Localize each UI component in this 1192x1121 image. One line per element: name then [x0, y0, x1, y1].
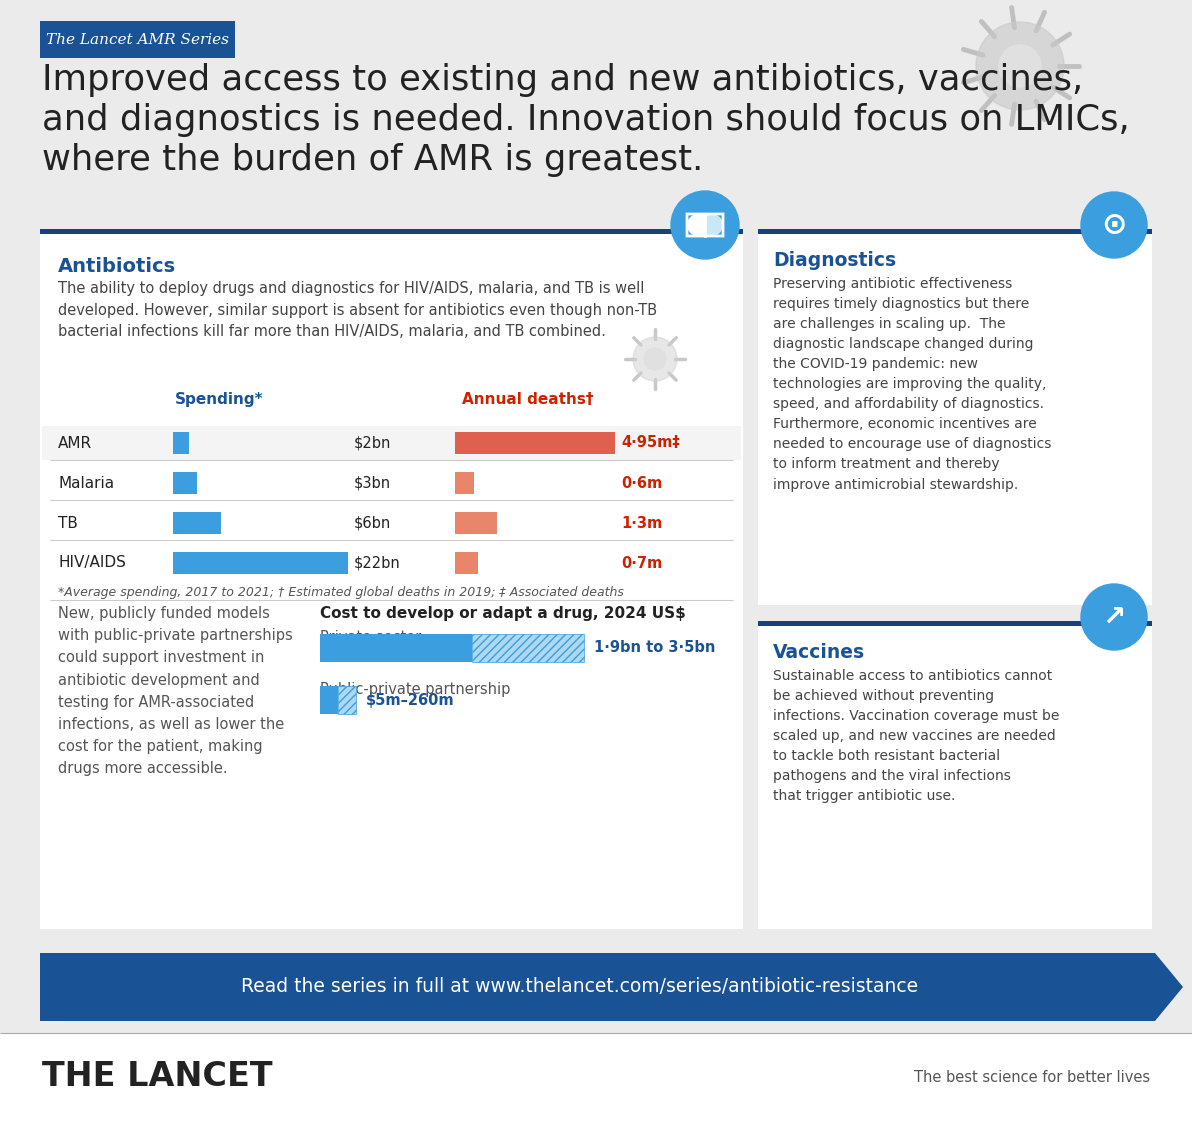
Bar	[41, 229, 743, 929]
Bar	[758, 621, 1151, 929]
Wedge shape	[712, 214, 724, 237]
Text: $3bn: $3bn	[354, 475, 391, 491]
Text: Read the series in full at www.thelancet.com/series/antibiotic-resistance: Read the series in full at www.thelancet…	[242, 978, 919, 997]
Circle shape	[976, 22, 1064, 110]
Text: 4·95m‡: 4·95m‡	[621, 435, 679, 451]
Text: $22bn: $22bn	[354, 556, 401, 571]
Bar	[758, 229, 1151, 605]
Text: Malaria: Malaria	[58, 475, 114, 491]
Text: 0·7m: 0·7m	[621, 556, 663, 571]
Text: 1·3m: 1·3m	[621, 516, 663, 530]
Text: HIV/AIDS: HIV/AIDS	[58, 556, 126, 571]
Bar	[455, 552, 478, 574]
Bar	[42, 426, 741, 460]
Polygon shape	[1155, 953, 1182, 1021]
Bar	[41, 229, 743, 234]
Text: Improved access to existing and new antibiotics, vaccines,: Improved access to existing and new anti…	[42, 63, 1084, 98]
Circle shape	[999, 45, 1041, 87]
Text: ↗: ↗	[1103, 603, 1125, 631]
Text: Antibiotics: Antibiotics	[58, 257, 176, 276]
Text: Public-private partnership: Public-private partnership	[319, 682, 510, 697]
Bar	[758, 621, 1151, 626]
Bar	[319, 686, 339, 714]
Text: and diagnostics is needed. Innovation should focus on LMICs,: and diagnostics is needed. Innovation sh…	[42, 103, 1130, 137]
Text: THE LANCET: THE LANCET	[42, 1060, 273, 1093]
Text: AMR: AMR	[58, 435, 92, 451]
Text: $5m–260m: $5m–260m	[366, 693, 454, 707]
Circle shape	[1081, 192, 1147, 258]
Text: New, publicly funded models
with public-private partnerships
could support inves: New, publicly funded models with public-…	[58, 606, 293, 777]
Text: *Average spending, 2017 to 2021; † Estimated global deaths in 2019; ‡ Associated: *Average spending, 2017 to 2021; † Estim…	[58, 586, 623, 599]
Text: where the burden of AMR is greatest.: where the burden of AMR is greatest.	[42, 143, 703, 177]
Bar	[41, 953, 1155, 1021]
Bar	[339, 686, 356, 714]
Text: Vaccines: Vaccines	[772, 643, 865, 663]
Bar	[704, 214, 712, 237]
Text: Sustainable access to antibiotics cannot
be achieved without preventing
infectio: Sustainable access to antibiotics cannot…	[772, 669, 1060, 804]
Text: 0·6m: 0·6m	[621, 475, 663, 491]
Text: Diagnostics: Diagnostics	[772, 251, 896, 270]
Bar	[455, 472, 474, 494]
Circle shape	[633, 337, 677, 381]
Bar	[0, 1032, 1192, 1121]
Circle shape	[644, 348, 666, 370]
Circle shape	[1081, 584, 1147, 650]
Circle shape	[671, 191, 739, 259]
Bar	[173, 432, 188, 454]
Bar	[758, 229, 1151, 234]
Bar	[455, 512, 497, 534]
Text: ⊙: ⊙	[1101, 211, 1126, 240]
Text: Annual deaths†: Annual deaths†	[462, 392, 594, 407]
Bar	[455, 432, 615, 454]
Bar	[41, 21, 235, 58]
Bar	[173, 512, 221, 534]
Text: The ability to deploy drugs and diagnostics for HIV/AIDS, malaria, and TB is wel: The ability to deploy drugs and diagnost…	[58, 281, 657, 340]
Bar	[472, 634, 584, 663]
Text: 1·9bn to 3·5bn: 1·9bn to 3·5bn	[594, 640, 715, 656]
Text: Private sector: Private sector	[319, 630, 421, 645]
Text: Cost to develop or adapt a drug, 2024 US$: Cost to develop or adapt a drug, 2024 US…	[319, 606, 685, 621]
Text: $2bn: $2bn	[354, 435, 391, 451]
Text: TB: TB	[58, 516, 77, 530]
Wedge shape	[687, 214, 699, 237]
Bar	[173, 552, 348, 574]
Bar	[699, 214, 704, 237]
Text: The best science for better lives: The best science for better lives	[914, 1069, 1150, 1084]
Text: The Lancet AMR Series: The Lancet AMR Series	[46, 33, 229, 46]
Text: $6bn: $6bn	[354, 516, 391, 530]
Text: Spending*: Spending*	[175, 392, 263, 407]
Bar	[319, 634, 472, 663]
Bar	[173, 472, 197, 494]
Text: Preserving antibiotic effectiveness
requires timely diagnostics but there
are ch: Preserving antibiotic effectiveness requ…	[772, 277, 1051, 491]
